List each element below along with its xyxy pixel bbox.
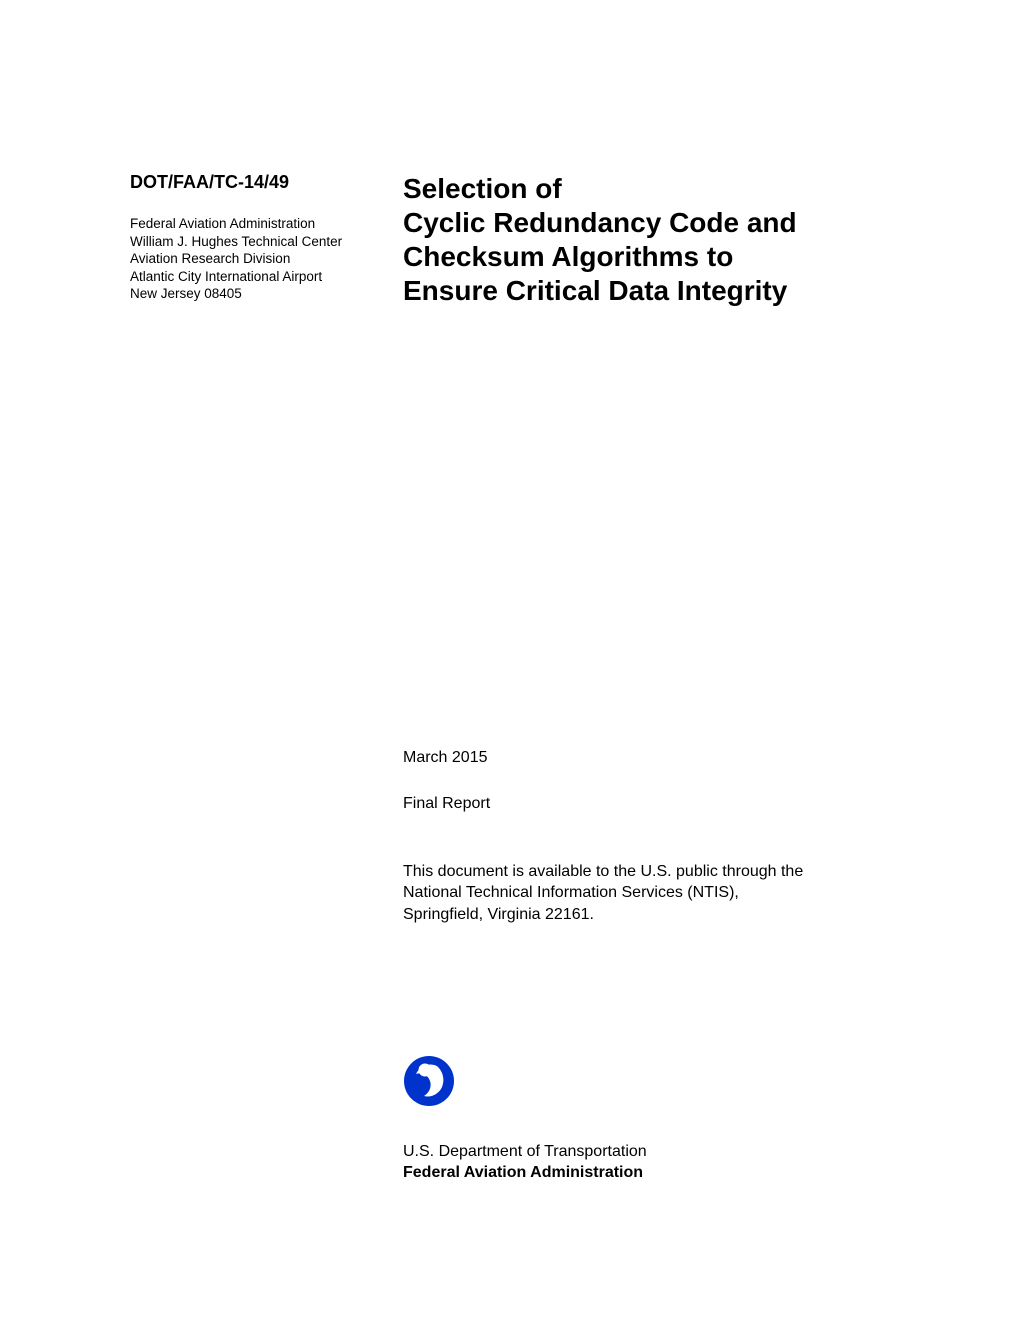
- document-number: DOT/FAA/TC-14/49: [130, 172, 355, 193]
- department-line-bold: Federal Aviation Administration: [403, 1163, 920, 1184]
- document-page: DOT/FAA/TC-14/49 Federal Aviation Admini…: [0, 0, 1020, 1284]
- title-line: Ensure Critical Data Integrity: [403, 274, 920, 308]
- department-line: U.S. Department of Transportation: [403, 1142, 920, 1163]
- document-date: March 2015: [403, 749, 920, 767]
- right-column: Selection of Cyclic Redundancy Code and …: [403, 172, 920, 309]
- agency-line: Atlantic City International Airport: [130, 268, 355, 286]
- title-line: Selection of: [403, 172, 920, 206]
- agency-line: Aviation Research Division: [130, 250, 355, 268]
- agency-line: Federal Aviation Administration: [130, 215, 355, 233]
- footer-section: U.S. Department of Transportation Federa…: [403, 1055, 920, 1184]
- agency-line: New Jersey 08405: [130, 285, 355, 303]
- availability-statement: This document is available to the U.S. p…: [403, 861, 823, 926]
- agency-info: Federal Aviation Administration William …: [130, 215, 355, 303]
- dot-logo-icon: [403, 1055, 920, 1112]
- document-title: Selection of Cyclic Redundancy Code and …: [403, 172, 920, 309]
- report-type: Final Report: [403, 795, 920, 813]
- agency-line: William J. Hughes Technical Center: [130, 233, 355, 251]
- department-info: U.S. Department of Transportation Federa…: [403, 1142, 920, 1184]
- title-line: Cyclic Redundancy Code and: [403, 206, 920, 240]
- left-column: DOT/FAA/TC-14/49 Federal Aviation Admini…: [130, 172, 355, 303]
- mid-section: March 2015 Final Report This document is…: [403, 749, 920, 926]
- title-line: Checksum Algorithms to: [403, 240, 920, 274]
- header-row: DOT/FAA/TC-14/49 Federal Aviation Admini…: [130, 172, 920, 309]
